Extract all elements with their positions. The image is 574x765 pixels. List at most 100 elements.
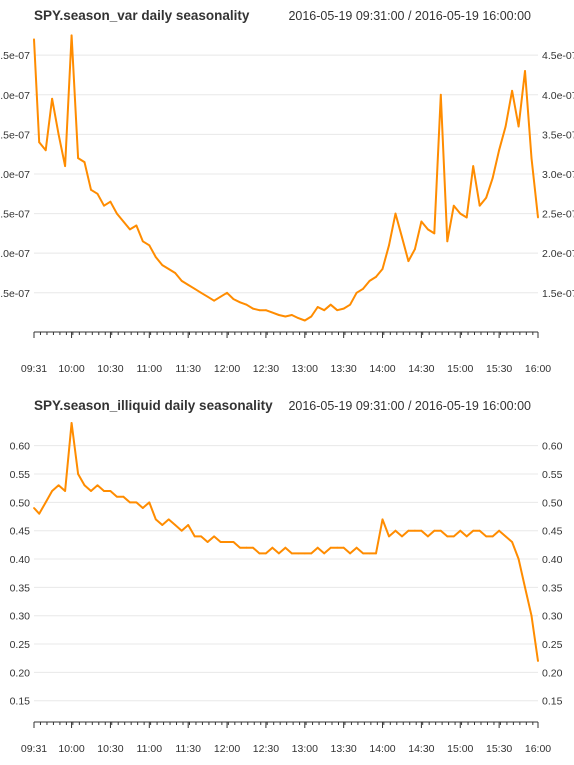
data-point [310, 552, 313, 555]
data-point [57, 133, 60, 136]
data-point [316, 546, 319, 549]
data-point [498, 149, 501, 152]
data-point [213, 299, 215, 302]
data-point [491, 535, 494, 538]
data-point [226, 291, 228, 294]
data-point [310, 315, 313, 318]
y-tick-label-left: 0.60 [10, 441, 31, 453]
y-tick-label-right: 0.30 [542, 611, 563, 623]
data-point [167, 268, 170, 270]
x-tick-label: 15:00 [447, 363, 473, 375]
x-tick-label: 10:00 [58, 743, 84, 755]
data-point [180, 279, 183, 282]
y-tick-label-right: 2.5e-07 [542, 209, 574, 221]
y-tick-label-left: 0.45 [10, 526, 31, 538]
data-point [446, 535, 449, 538]
x-tick-label: 10:30 [97, 363, 123, 375]
variance-chart-panel: SPY.season_var daily seasonality 2016-05… [0, 8, 574, 375]
data-point [303, 552, 306, 555]
chart-title: SPY.season_var daily seasonality [34, 8, 250, 23]
data-point [284, 546, 287, 549]
data-point [206, 541, 209, 543]
data-point [252, 307, 254, 310]
x-tick-label: 13:30 [331, 363, 357, 375]
data-point [122, 220, 125, 223]
y-tick-label-left: 0.15 [10, 696, 31, 708]
data-point [122, 495, 125, 498]
y-tick-label-right: 0.60 [542, 441, 563, 453]
data-point [239, 301, 241, 304]
data-point [141, 240, 144, 243]
data-point [187, 283, 190, 286]
y-tick-label-left: 3.0e-07 [0, 169, 30, 181]
data-point [407, 529, 410, 532]
data-point [219, 541, 222, 543]
chart-title: SPY.season_illiquid daily seasonality [34, 398, 273, 413]
data-point [154, 256, 157, 259]
data-point [511, 89, 513, 92]
data-point [472, 529, 475, 532]
data-point [38, 141, 41, 144]
data-point [141, 507, 144, 509]
data-point [96, 192, 99, 195]
illiquid-chart-panel: SPY.season_illiquid daily seasonality 20… [0, 390, 574, 765]
data-point [232, 298, 235, 301]
x-tick-label: 12:00 [214, 363, 240, 375]
data-point [187, 524, 190, 526]
data-point [161, 524, 164, 526]
data-point [252, 546, 254, 549]
data-point [517, 125, 520, 128]
data-point [297, 552, 300, 555]
x-tick-label: 09:31 [21, 363, 47, 375]
data-point [446, 240, 449, 243]
data-point [478, 529, 481, 532]
data-point [167, 518, 170, 521]
data-point [128, 501, 131, 504]
data-point [57, 484, 60, 487]
data-point [323, 309, 326, 312]
data-point [277, 314, 280, 316]
x-tick-label: 11:00 [137, 363, 163, 375]
data-point [148, 501, 151, 504]
x-tick-label: 10:30 [97, 743, 123, 755]
data-point [537, 660, 539, 662]
data-point [77, 157, 79, 160]
data-point [394, 212, 397, 215]
y-tick-label-right: 0.40 [542, 554, 563, 566]
data-point [116, 495, 118, 498]
data-point [426, 228, 429, 231]
data-point [511, 541, 513, 543]
x-tick-label: 10:00 [58, 363, 84, 375]
data-point [452, 535, 455, 538]
x-tick-label: 12:30 [253, 743, 279, 755]
data-point [394, 529, 397, 532]
data-point [336, 309, 339, 312]
y-tick-label-right: 0.45 [542, 526, 563, 538]
data-point [200, 535, 203, 538]
data-point [491, 177, 494, 179]
y-tick-label-left: 0.30 [10, 611, 31, 623]
chart-date-range: 2016-05-19 09:31:00 / 2016-05-19 16:00:0… [288, 399, 531, 413]
data-point [83, 161, 86, 163]
data-point [433, 529, 436, 532]
data-point [401, 236, 403, 239]
data-point [103, 490, 105, 492]
data-point [349, 552, 352, 555]
data-point [245, 546, 248, 549]
y-tick-label-left: 0.25 [10, 639, 31, 651]
data-point [336, 546, 339, 549]
y-tick-label-right: 3.0e-07 [542, 169, 574, 181]
series-line [33, 422, 539, 662]
y-tick-label-right: 0.35 [542, 582, 563, 594]
data-point [297, 317, 300, 320]
data-point [426, 535, 429, 538]
data-point [128, 228, 131, 231]
x-tick-label: 11:00 [137, 743, 163, 755]
y-tick-label-right: 0.25 [542, 639, 563, 651]
x-tick-label: 15:30 [486, 363, 512, 375]
data-point [349, 303, 352, 306]
data-point [439, 529, 442, 532]
y-tick-label-left: 4.5e-07 [0, 50, 30, 62]
y-tick-label-left: 3.5e-07 [0, 129, 30, 141]
data-point [284, 315, 287, 318]
